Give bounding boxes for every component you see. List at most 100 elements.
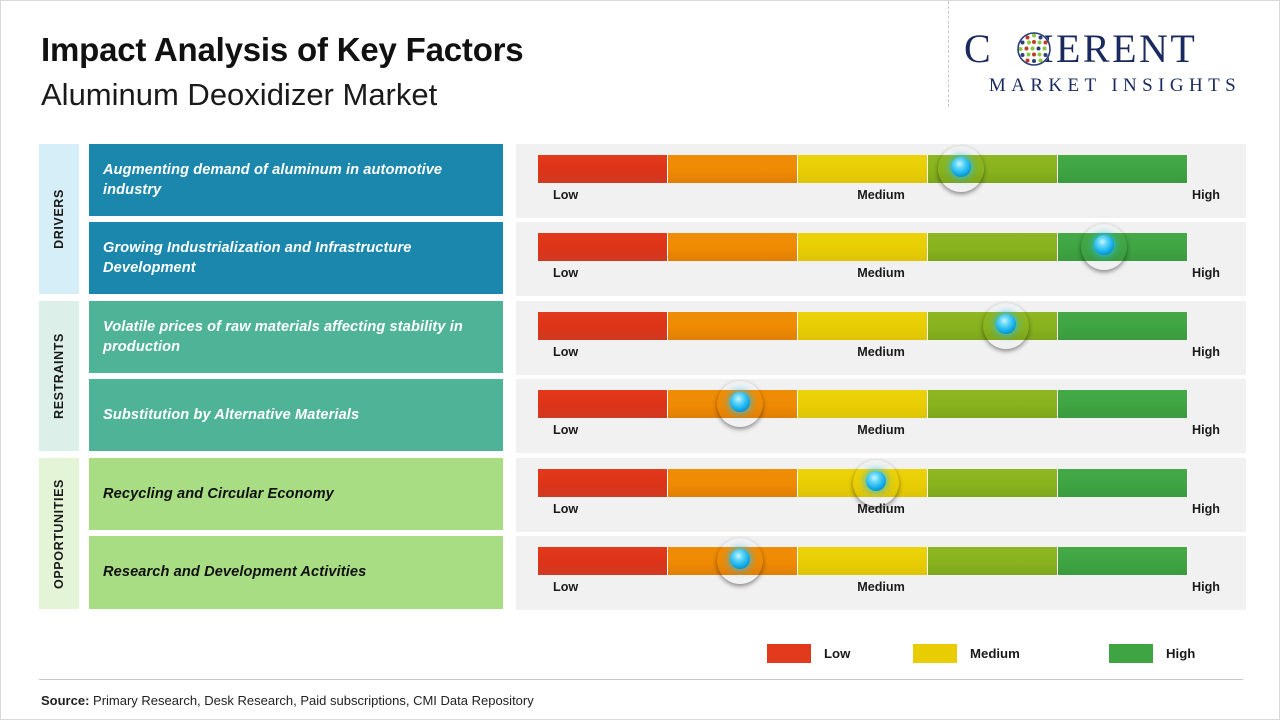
impact-row-6: Low Medium High bbox=[516, 536, 1246, 610]
factor-box-5: Recycling and Circular Economy bbox=[89, 458, 503, 530]
legend-item-low: Low bbox=[767, 644, 850, 663]
impact-track-6 bbox=[538, 547, 1188, 575]
segment-low-4 bbox=[538, 390, 668, 418]
logo-tagline: MARKET INSIGHTS bbox=[988, 75, 1242, 96]
category-band-drivers: DRIVERS bbox=[39, 144, 79, 294]
tick-medium-3: Medium bbox=[857, 345, 905, 359]
impact-marker-core-4 bbox=[729, 392, 750, 413]
legend-swatch-medium bbox=[913, 644, 957, 663]
tick-low-3: Low bbox=[553, 345, 579, 359]
coherent-market-insights-logo: COHERENT bbox=[964, 23, 1264, 105]
impact-marker-core-1 bbox=[950, 157, 971, 178]
tick-high-2: High bbox=[1192, 266, 1220, 280]
tick-medium-6: Medium bbox=[857, 580, 905, 594]
globe-icon bbox=[1016, 31, 1052, 67]
segment-lowmedium-2 bbox=[668, 233, 798, 261]
source-text: Primary Research, Desk Research, Paid su… bbox=[93, 693, 534, 708]
impact-marker-core-6 bbox=[729, 549, 750, 570]
legend-label-medium: Medium bbox=[970, 646, 1020, 661]
category-band-restraints: RESTRAINTS bbox=[39, 301, 79, 451]
segment-high-4 bbox=[1058, 390, 1188, 418]
segment-medium-5 bbox=[798, 469, 928, 497]
segment-low-3 bbox=[538, 312, 668, 340]
factor-box-2: Growing Industrialization and Infrastruc… bbox=[89, 222, 503, 294]
tick-medium-4: Medium bbox=[857, 423, 905, 437]
impact-row-5: Low Medium High bbox=[516, 458, 1246, 532]
header-dashed-divider bbox=[948, 1, 949, 107]
header: Impact Analysis of Key Factors Aluminum … bbox=[1, 1, 1280, 131]
impact-marker-6[interactable] bbox=[717, 538, 763, 584]
logo-word-rest: HERENT bbox=[1024, 26, 1198, 71]
factor-label-4: Substitution by Alternative Materials bbox=[103, 406, 360, 423]
footer-divider bbox=[39, 679, 1243, 680]
category-label-restraints: RESTRAINTS bbox=[52, 333, 66, 419]
impact-scale-column: Low Medium High Low Medium High bbox=[516, 144, 1246, 610]
segment-medium-6 bbox=[798, 547, 928, 575]
factor-label-5: Recycling and Circular Economy bbox=[103, 485, 334, 502]
title-block: Impact Analysis of Key Factors Aluminum … bbox=[41, 31, 524, 113]
segment-high-2 bbox=[1058, 233, 1188, 261]
tick-low-5: Low bbox=[553, 502, 579, 516]
factor-column: Augmenting demand of aluminum in automot… bbox=[89, 144, 503, 609]
page-subtitle: Aluminum Deoxidizer Market bbox=[41, 76, 438, 112]
segment-low-6 bbox=[538, 547, 668, 575]
factor-label-6: Research and Development Activities bbox=[103, 564, 367, 581]
segment-mediumhigh-4 bbox=[928, 390, 1058, 418]
impact-track-4 bbox=[538, 390, 1188, 418]
segment-mediumhigh-5 bbox=[928, 469, 1058, 497]
factor-label-2: Growing Industrialization and Infrastruc… bbox=[103, 239, 412, 276]
segment-high-3 bbox=[1058, 312, 1188, 340]
source-note: Source: Primary Research, Desk Research,… bbox=[41, 693, 534, 708]
tick-low-4: Low bbox=[553, 423, 579, 437]
factor-box-6: Research and Development Activities bbox=[89, 536, 503, 609]
impact-track-1 bbox=[538, 155, 1188, 183]
tick-high-6: High bbox=[1192, 580, 1220, 594]
segment-medium-2 bbox=[798, 233, 928, 261]
tick-low-6: Low bbox=[553, 580, 579, 594]
impact-track-3 bbox=[538, 312, 1188, 340]
impact-row-3: Low Medium High bbox=[516, 301, 1246, 375]
segment-low-5 bbox=[538, 469, 668, 497]
segment-mediumhigh-2 bbox=[928, 233, 1058, 261]
impact-row-2: Low Medium High bbox=[516, 222, 1246, 296]
impact-marker-1[interactable] bbox=[938, 146, 984, 192]
factor-label-3: Volatile prices of raw materials affecti… bbox=[103, 318, 463, 355]
factor-box-3: Volatile prices of raw materials affecti… bbox=[89, 301, 503, 373]
legend-swatch-high bbox=[1109, 644, 1153, 663]
impact-marker-4[interactable] bbox=[717, 381, 763, 427]
impact-row-1: Low Medium High bbox=[516, 144, 1246, 218]
page-title: Impact Analysis of Key Factors bbox=[41, 31, 524, 68]
factor-box-4: Substitution by Alternative Materials bbox=[89, 379, 503, 451]
legend-item-medium: Medium bbox=[913, 644, 1020, 663]
legend: Low Medium High bbox=[761, 644, 1195, 670]
segment-high-6 bbox=[1058, 547, 1188, 575]
segment-medium-1 bbox=[798, 155, 928, 183]
segment-low-1 bbox=[538, 155, 668, 183]
impact-marker-3[interactable] bbox=[983, 303, 1029, 349]
segment-mediumhigh-6 bbox=[928, 547, 1058, 575]
impact-marker-5[interactable] bbox=[853, 460, 899, 506]
segment-high-5 bbox=[1058, 469, 1188, 497]
impact-marker-core-2 bbox=[1093, 235, 1114, 256]
tick-medium-5: Medium bbox=[857, 502, 905, 516]
impact-track-2 bbox=[538, 233, 1188, 261]
tick-high-3: High bbox=[1192, 345, 1220, 359]
factor-label-1: Augmenting demand of aluminum in automot… bbox=[103, 161, 443, 198]
segment-lowmedium-1 bbox=[668, 155, 798, 183]
segment-mediumhigh-1 bbox=[928, 155, 1058, 183]
tick-high-5: High bbox=[1192, 502, 1220, 516]
legend-item-high: High bbox=[1109, 644, 1195, 663]
impact-marker-core-3 bbox=[996, 314, 1016, 335]
category-label-opportunities: OPPORTUNITIES bbox=[52, 478, 66, 589]
impact-marker-2[interactable] bbox=[1081, 224, 1127, 270]
segment-lowmedium-5 bbox=[668, 469, 798, 497]
category-column: DRIVERS RESTRAINTS OPPORTUNITIES bbox=[39, 144, 79, 609]
tick-medium-1: Medium bbox=[857, 188, 905, 202]
logo-letter-c: C bbox=[964, 26, 994, 71]
impact-track-5 bbox=[538, 469, 1188, 497]
segment-mediumhigh-3 bbox=[928, 312, 1058, 340]
segment-lowmedium-3 bbox=[668, 312, 798, 340]
tick-high-4: High bbox=[1192, 423, 1220, 437]
impact-marker-core-5 bbox=[866, 471, 886, 492]
